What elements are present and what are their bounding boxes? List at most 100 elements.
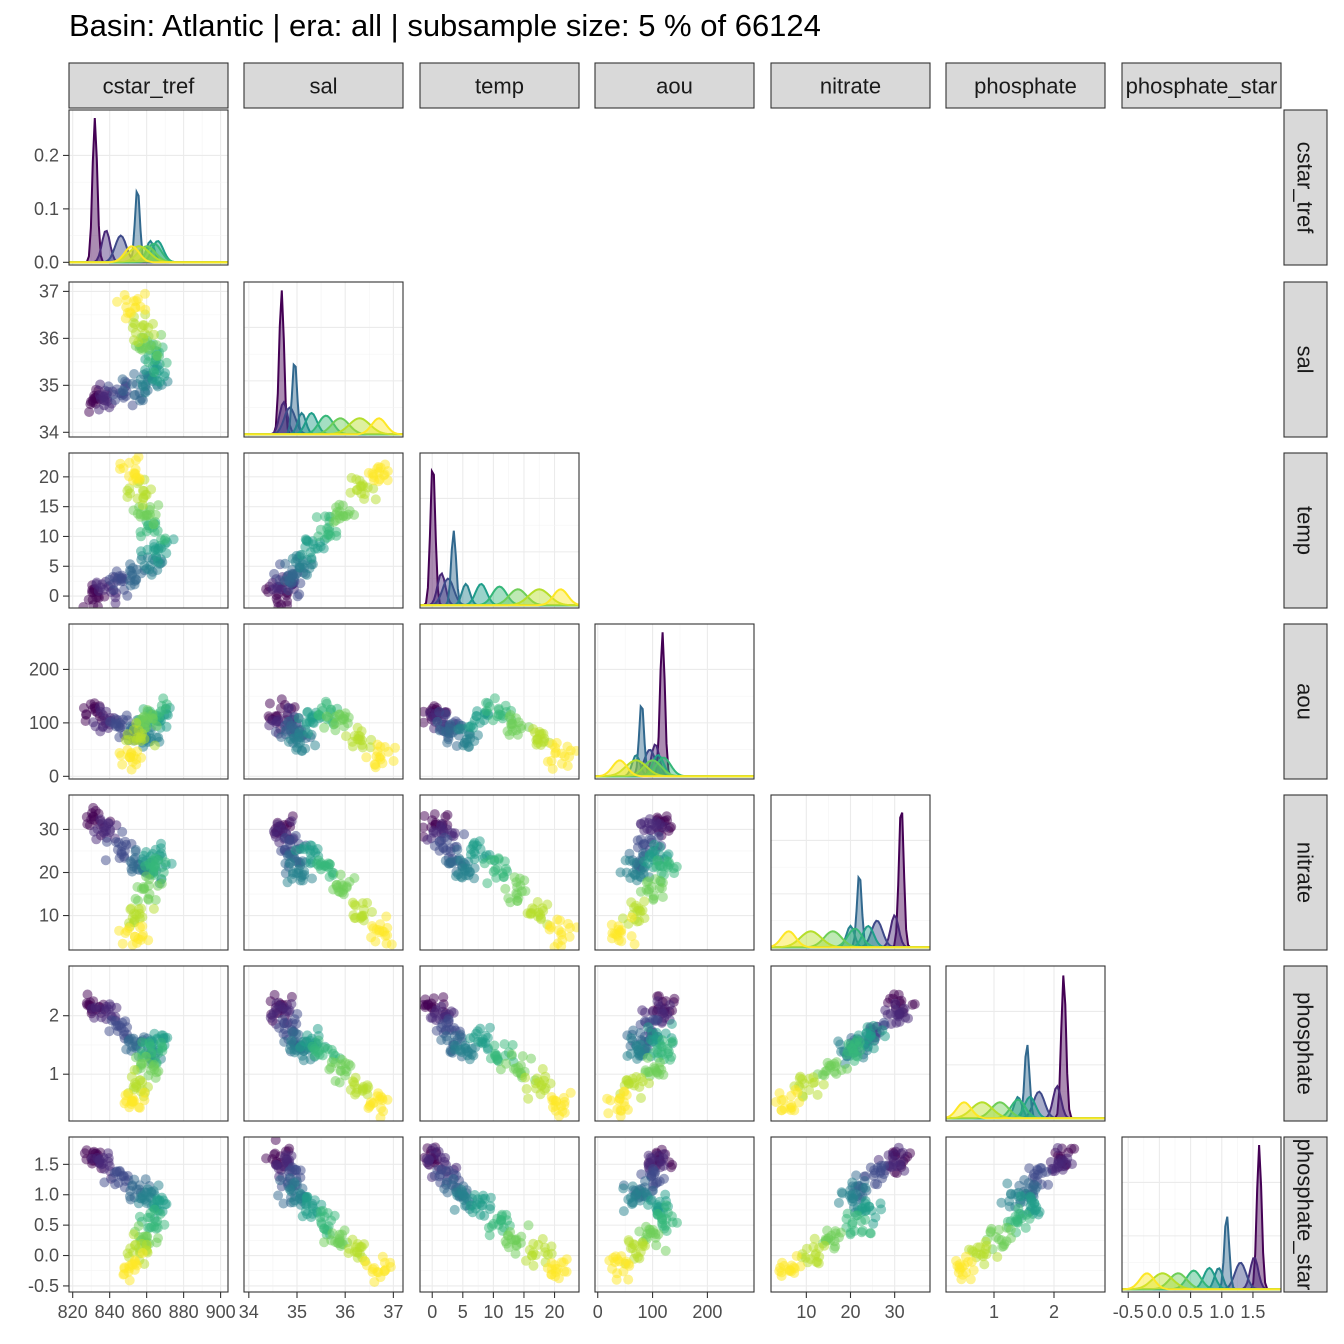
scatter-point — [786, 1100, 797, 1110]
scatter-point — [352, 1246, 363, 1257]
scatter-point — [813, 1258, 824, 1269]
scatter-point — [837, 1188, 848, 1199]
scatter-point — [993, 1224, 1004, 1235]
scatter-point — [280, 558, 291, 569]
scatter-point — [635, 906, 646, 917]
x-tick-label: 0 — [427, 1302, 437, 1322]
scatter-point — [124, 752, 135, 763]
scatter-point — [324, 859, 335, 870]
scatter-point — [627, 1181, 638, 1192]
density-line — [946, 1101, 1105, 1120]
scatter-point — [135, 527, 146, 537]
scatter-point — [81, 709, 92, 720]
scatter-point — [852, 1210, 863, 1221]
scatter-point — [140, 861, 151, 872]
density-area — [771, 925, 930, 948]
x-tick-label: 35 — [287, 1302, 307, 1322]
scatter-point — [897, 1147, 908, 1158]
scatter-point — [521, 1084, 532, 1094]
scatter-point — [535, 1089, 546, 1100]
scatter-point — [95, 379, 106, 390]
scatter-point — [1001, 1222, 1012, 1233]
scatter-point — [449, 1204, 460, 1215]
panel-border — [419, 452, 580, 609]
row-strip-temp: temp — [1283, 452, 1328, 609]
scatter-point — [611, 1274, 622, 1285]
panel-aou-vs-cstar_tref — [68, 623, 229, 780]
scatter-point — [565, 1087, 576, 1098]
scatter-point — [431, 1005, 442, 1016]
scatter-point — [336, 1065, 347, 1076]
scatter-point — [656, 868, 667, 879]
scatter-point — [804, 1085, 815, 1096]
scatter-point — [1043, 1179, 1054, 1190]
scatter-point — [117, 374, 128, 385]
density-line — [420, 588, 579, 607]
density-line — [771, 930, 930, 949]
scatter-point — [517, 1051, 528, 1062]
scatter-point — [127, 400, 138, 411]
scatter-point — [95, 706, 106, 717]
scatter-point — [121, 295, 132, 305]
density-area — [1122, 1273, 1281, 1290]
x-tick-label: 10 — [483, 1302, 503, 1322]
scatter-point — [116, 849, 127, 860]
scatter-point — [860, 1182, 871, 1193]
scatter-point — [527, 1250, 538, 1261]
scatter-point — [468, 1032, 479, 1043]
scatter-point — [907, 999, 918, 1010]
scatter-point — [659, 1173, 669, 1184]
scatter-point — [148, 903, 159, 914]
scatter-point — [355, 481, 366, 492]
panel-phosphate-vs-temp — [419, 965, 580, 1122]
column-strip-label: cstar_tref — [103, 74, 196, 99]
scatter-point — [381, 911, 392, 922]
scatter-point — [481, 697, 492, 708]
scatter-point — [121, 839, 132, 850]
y-axis-phosphate: 12 — [49, 1006, 69, 1084]
density-area — [771, 915, 930, 948]
scatter-point — [278, 1198, 289, 1209]
scatter-point — [653, 1201, 663, 1212]
scatter-point — [140, 1051, 151, 1062]
scatter-point — [140, 365, 151, 375]
scatter-point — [822, 1225, 833, 1236]
scatter-point — [861, 1027, 872, 1038]
scatter-point — [556, 748, 567, 759]
density-area — [946, 1045, 1105, 1119]
row-strip-aou: aou — [1283, 623, 1328, 780]
scatter-point — [559, 1096, 570, 1107]
scatter-point — [146, 484, 157, 495]
scatter-point — [321, 698, 332, 709]
scatter-point — [445, 857, 456, 868]
scatter-point — [992, 1252, 1003, 1262]
scatter-point — [443, 1015, 454, 1026]
scatter-point — [113, 837, 124, 848]
panel-border — [1121, 1136, 1282, 1293]
x-tick-label: 100 — [638, 1302, 668, 1322]
scatter-point — [869, 1165, 880, 1176]
scatter-point — [621, 1090, 632, 1100]
y-tick-label: 5 — [49, 556, 59, 576]
scatter-point — [469, 1190, 480, 1200]
scatter-point — [459, 829, 470, 840]
scatter-point — [505, 897, 516, 908]
scatter-point — [148, 318, 158, 329]
x-tick-label: 15 — [514, 1302, 534, 1322]
scatter-point — [502, 726, 513, 737]
y-tick-label: 0 — [49, 766, 59, 786]
scatter-point — [286, 991, 297, 1002]
scatter-point — [279, 1018, 290, 1028]
scatter-point — [475, 1023, 486, 1034]
x-tick-label: 1.5 — [1240, 1302, 1265, 1322]
scatter-point — [833, 1197, 844, 1208]
scatter-point — [841, 1213, 852, 1224]
scatter-point — [794, 1097, 805, 1108]
scatter-point — [452, 844, 463, 855]
scatter-point — [852, 1035, 862, 1046]
x-tick-label: 900 — [206, 1302, 236, 1322]
y-tick-label: 37 — [39, 281, 59, 301]
scatter-point — [525, 908, 536, 919]
scatter-point — [149, 862, 160, 873]
scatter-point — [363, 1103, 374, 1113]
